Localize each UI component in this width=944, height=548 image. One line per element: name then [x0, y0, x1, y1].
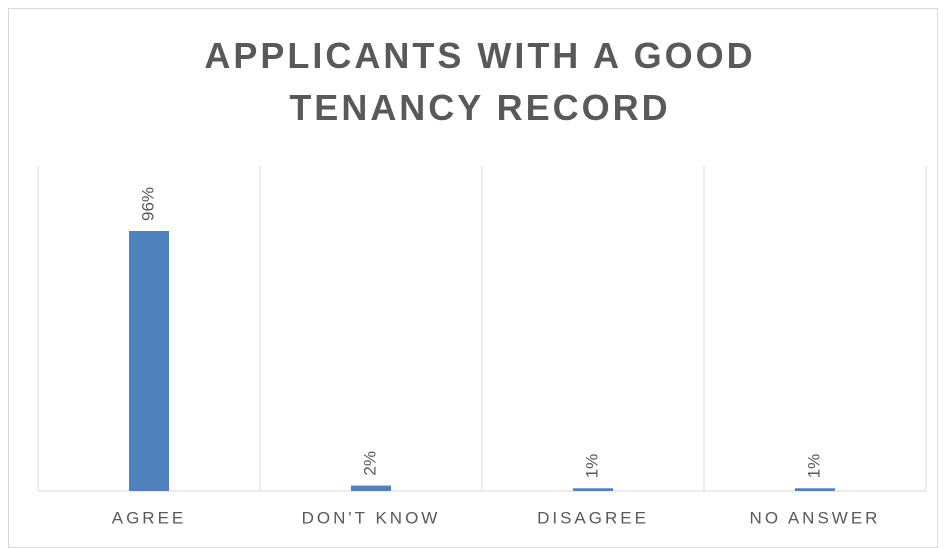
data-label: 1%	[804, 454, 823, 479]
chart-title: APPLICANTS WITH A GOOD TENANCY RECORD	[204, 35, 756, 128]
bar	[351, 485, 391, 491]
x-tick-label: AGREE	[112, 508, 187, 527]
x-tick-label: NO ANSWER	[750, 508, 881, 527]
x-tick-label: DON'T KNOW	[302, 508, 441, 527]
bar	[129, 231, 169, 491]
bar	[573, 488, 613, 491]
bar	[795, 488, 835, 491]
data-label: 2%	[360, 451, 379, 476]
data-label: 1%	[582, 454, 601, 479]
x-tick-label: DISAGREE	[537, 508, 649, 527]
data-label: 96%	[138, 187, 157, 221]
